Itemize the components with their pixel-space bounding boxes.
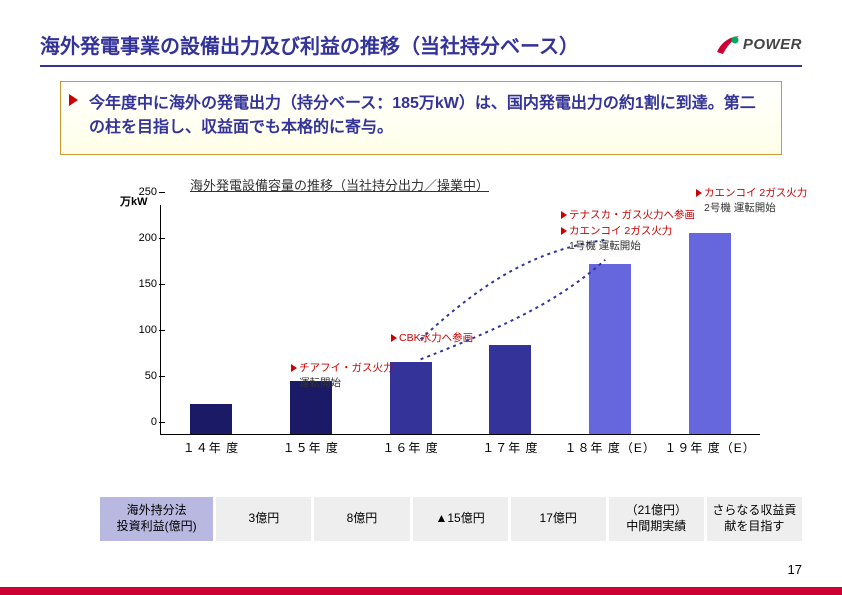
chart: 海外発電設備容量の推移（当社持分出力／操業中） 万kW １４年 度１５年 度１６… — [130, 175, 770, 465]
logo-text: POWER — [743, 36, 802, 53]
table-cell: 8億円 — [314, 497, 409, 541]
table-cell: 3億円 — [216, 497, 311, 541]
y-tick: 200 — [127, 232, 157, 244]
bar — [190, 404, 232, 434]
bar — [689, 233, 731, 434]
chart-title: 海外発電設備容量の推移（当社持分出力／操業中） — [190, 175, 770, 194]
y-tick: 150 — [127, 278, 157, 290]
x-label: １９年 度（E） — [664, 439, 755, 456]
x-label: １７年 度 — [482, 439, 538, 456]
x-label: １８年 度（E） — [565, 439, 656, 456]
logo-swoosh-icon — [715, 34, 741, 56]
x-label: １６年 度 — [382, 439, 438, 456]
bar-slot: １４年 度 — [190, 404, 232, 434]
table-cell: （21億円） 中間期実績 — [609, 497, 704, 541]
bottom-accent-bar — [0, 587, 842, 595]
x-label: １５年 度 — [283, 439, 339, 456]
table-row-header: 海外持分法 投資利益(億円) — [100, 497, 213, 541]
page-number: 17 — [788, 562, 802, 577]
y-tick: 50 — [127, 370, 157, 382]
y-tick: 100 — [127, 324, 157, 336]
chart-annotation: カエンコイ 2ガス火力2号機 運転開始 — [696, 185, 807, 215]
y-tick: 250 — [127, 186, 157, 198]
header: 海外発電事業の設備出力及び利益の推移（当社持分ベース） POWER — [40, 30, 802, 59]
bar-slot: １６年 度 — [390, 362, 432, 434]
title-underline — [40, 65, 802, 67]
table-cell: 17億円 — [511, 497, 606, 541]
table-cell: さらなる収益貢 献を目指す — [707, 497, 802, 541]
bar — [489, 345, 531, 434]
table-cell: ▲15億円 — [413, 497, 508, 541]
bar — [589, 264, 631, 434]
callout-text: 今年度中に海外の発電出力（持分ベース：185万kW）は、国内発電出力の約1割に到… — [89, 92, 767, 140]
chart-annotation: テナスカ・ガス火力へ参画 — [561, 207, 695, 222]
y-tick: 0 — [127, 416, 157, 428]
slide: 海外発電事業の設備出力及び利益の推移（当社持分ベース） POWER 今年度中に海… — [0, 0, 842, 595]
chart-annotation: チアフイ・ガス火力運転開始 — [291, 360, 394, 390]
bar-slot: １８年 度（E） — [589, 264, 631, 434]
x-label: １４年 度 — [183, 439, 239, 456]
callout-box: 今年度中に海外の発電出力（持分ベース：185万kW）は、国内発電出力の約1割に到… — [60, 81, 782, 155]
page-title: 海外発電事業の設備出力及び利益の推移（当社持分ベース） — [40, 30, 579, 59]
profit-table: 海外持分法 投資利益(億円)3億円8億円▲15億円17億円（21億円） 中間期実… — [100, 497, 802, 541]
callout-arrow-icon — [69, 94, 78, 106]
plot-area: １４年 度１５年 度１６年 度１７年 度１８年 度（E）１９年 度（E） 050… — [160, 205, 760, 435]
bar — [390, 362, 432, 434]
bar-slot: １９年 度（E） — [689, 233, 731, 434]
bar-slot: １７年 度 — [489, 345, 531, 434]
logo: POWER — [715, 34, 802, 56]
chart-annotation: CBK水力へ参画 — [391, 330, 473, 345]
chart-annotation: カエンコイ 2ガス火力1号機 運転開始 — [561, 223, 672, 253]
